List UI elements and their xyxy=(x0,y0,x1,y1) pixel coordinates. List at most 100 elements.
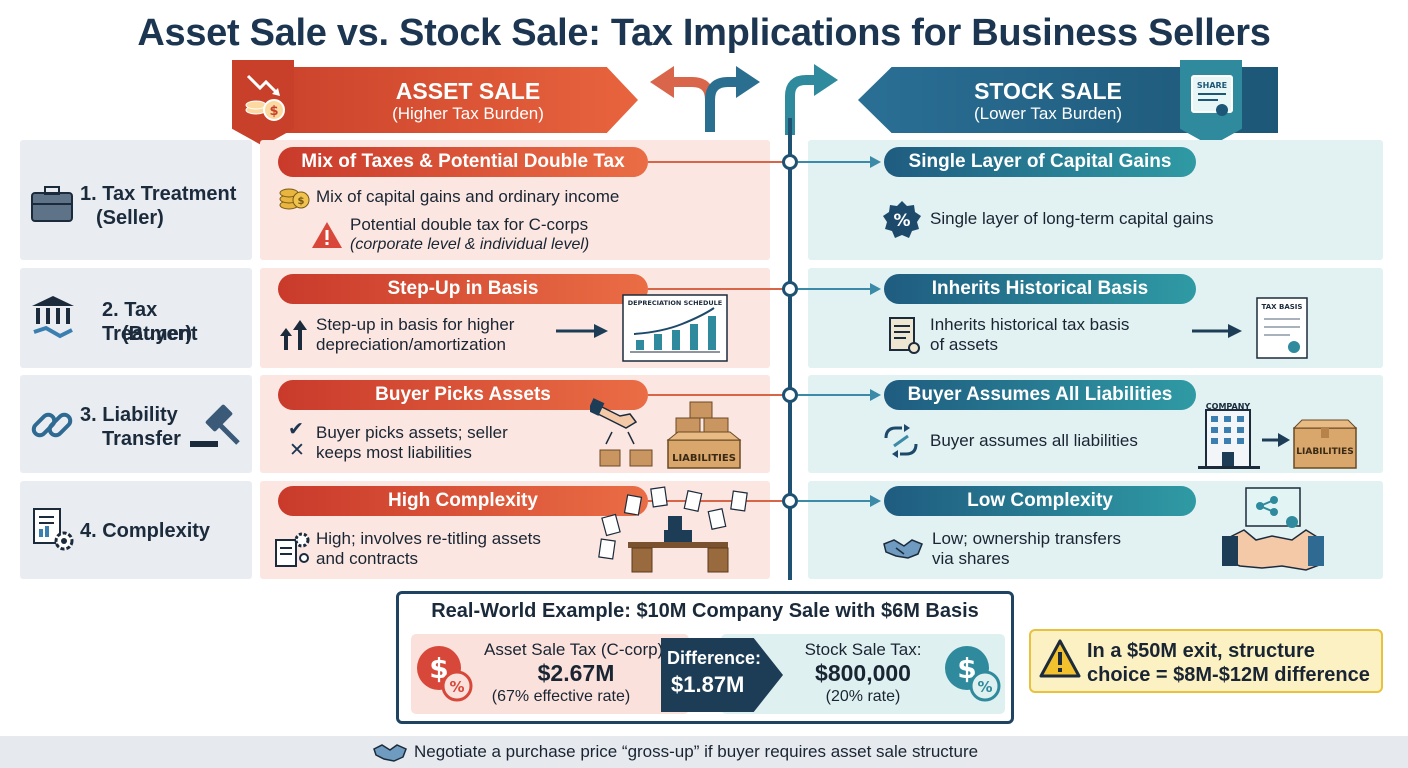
document-gear-icon xyxy=(33,508,74,551)
row3-asset-line1: Buyer picks assets; seller xyxy=(316,423,508,442)
asset-tax-card: $ % Asset Sale Tax (C-corp): $2.67M (67%… xyxy=(411,634,689,714)
svg-text:$: $ xyxy=(429,652,448,685)
row-label-liability: 3. Liability Transfer xyxy=(20,375,252,473)
paperwork-desk-icon xyxy=(598,486,748,573)
right-arrow-icon xyxy=(556,324,608,338)
row3-stock-line1: Buyer assumes all liabilities xyxy=(930,431,1138,450)
handshake-certificate-icon xyxy=(1222,487,1324,571)
row1-asset-line3: (corporate level & individual level) xyxy=(350,236,590,253)
row1-asset-line1: Mix of capital gains and ordinary income xyxy=(316,187,620,206)
tax-basis-doc-icon: TAX BASIS xyxy=(1256,297,1308,359)
svg-text:%: % xyxy=(893,211,910,231)
step-up-arrows-icon xyxy=(280,320,307,350)
money-down-icon: $ xyxy=(245,74,285,121)
asset-sale-subtitle: (Higher Tax Burden) xyxy=(392,104,544,123)
handshake-footer-icon xyxy=(373,744,407,762)
row1-asset-pill: Mix of Taxes & Potential Double Tax xyxy=(278,147,648,177)
example-panel: Real-World Example: $10M Company Sale wi… xyxy=(396,591,1014,724)
asset-tax-label: Asset Sale Tax (C-corp): xyxy=(484,640,668,659)
svg-text:$: $ xyxy=(298,196,305,207)
stock-sale-subtitle: (Lower Tax Burden) xyxy=(973,104,1123,123)
warning-icon xyxy=(1039,639,1081,678)
row3-stock-pill: Buyer Assumes All Liabilities xyxy=(884,380,1196,410)
row3-node xyxy=(782,387,798,403)
row-label-buyer: 2. Tax Treatment (Buyer) xyxy=(20,268,252,368)
broken-link-icon xyxy=(884,424,918,458)
gavel-icon xyxy=(190,404,240,447)
row3-asset-line2: keeps most liabilities xyxy=(316,443,472,462)
chain-link-icon xyxy=(31,412,73,438)
row4-asset-line1: High; involves re-titling assets xyxy=(316,529,541,548)
handshake-small-icon xyxy=(883,539,923,559)
scroll-document-icon xyxy=(889,317,920,354)
svg-text:%: % xyxy=(449,678,464,696)
difference-value: $1.87M xyxy=(671,672,745,697)
coins-icon: $ xyxy=(279,188,310,210)
row2-asset-line2: depreciation/amortization xyxy=(316,335,506,354)
stock-tax-value: $800,000 xyxy=(815,660,911,686)
row4-asset-line2: and contracts xyxy=(316,549,419,568)
briefcase-icon xyxy=(31,186,73,222)
example-title: Real-World Example: $10M Company Sale wi… xyxy=(431,600,979,622)
row2-stock-pill: Inherits Historical Basis xyxy=(884,274,1196,304)
warning-line1: In a $50M exit, structure xyxy=(1087,640,1315,662)
stock-liabilities-label: LIABILITIES xyxy=(1296,447,1353,457)
fork-arrows-icon xyxy=(650,64,838,135)
center-divider xyxy=(788,118,792,580)
row1-stock-pill: Single Layer of Capital Gains xyxy=(884,147,1196,177)
hand-picking-boxes-icon xyxy=(590,398,653,467)
row4-asset-pill: High Complexity xyxy=(278,486,648,516)
row4-stock-line2: via shares xyxy=(932,549,1010,568)
stock-tax-label: Stock Sale Tax: xyxy=(804,640,922,659)
dollar-percent-icon: $ % xyxy=(417,646,473,702)
row2-node xyxy=(782,281,798,297)
share-certificate-icon: SHARE xyxy=(1191,75,1233,116)
docs-gears-icon xyxy=(275,532,310,567)
row-label-seller: 1. Tax Treatment (Seller) xyxy=(20,140,252,260)
row2-label-line2: (Buyer) xyxy=(122,323,193,345)
row-label-complexity: 4. Complexity xyxy=(20,481,252,579)
svg-text:%: % xyxy=(977,678,992,696)
asset-sale-title: ASSET SALE xyxy=(395,78,541,104)
cross-icon: ✕ xyxy=(289,440,305,461)
bank-handshake-icon xyxy=(32,296,74,339)
company-label: COMPANY xyxy=(1206,402,1251,411)
footer-text: Negotiate a purchase price “gross-up” if… xyxy=(414,742,979,761)
row2-label-line1: 2. Tax Treatment xyxy=(102,299,198,345)
depreciation-doc-title: DEPRECIATION SCHEDULE xyxy=(628,299,722,307)
row2-stock-line1: Inherits historical tax basis xyxy=(930,315,1130,334)
row3-label-line2: Transfer xyxy=(102,428,181,450)
right-arrow-icon-stock xyxy=(1192,324,1242,338)
company-building-icon: COMPANY xyxy=(1198,402,1260,469)
row3-label-line1: 3. Liability xyxy=(80,404,178,426)
row4-label-line1: 4. Complexity xyxy=(80,520,211,542)
asset-tax-value: $2.67M xyxy=(537,660,615,686)
row1-label-line1: 1. Tax Treatment xyxy=(80,183,237,205)
page-title: Asset Sale vs. Stock Sale: Tax Implicati… xyxy=(137,12,1271,54)
difference-arrow: Difference: $1.87M xyxy=(661,638,783,712)
arrow-to-liabilities-icon xyxy=(1262,433,1290,447)
row1-label-line2: (Seller) xyxy=(96,207,164,229)
row4-stock-pill: Low Complexity xyxy=(884,486,1196,516)
stock-tax-rate: (20% rate) xyxy=(825,688,901,705)
svg-text:$: $ xyxy=(269,104,278,119)
stock-sale-title: STOCK SALE xyxy=(974,78,1122,104)
tax-basis-doc-title: TAX BASIS xyxy=(1262,303,1303,311)
footer-bar: Negotiate a purchase price “gross-up” if… xyxy=(0,736,1408,768)
share-badge-text: SHARE xyxy=(1197,81,1227,90)
dollar-percent-teal-icon: $ % xyxy=(945,646,1001,702)
warning-callout: In a $50M exit, structure choice = $8M-$… xyxy=(1029,629,1383,693)
svg-text:$: $ xyxy=(957,652,976,685)
warning-triangle-icon xyxy=(312,222,342,248)
warning-line2: choice = $8M-$12M difference xyxy=(1087,664,1370,686)
percent-badge-icon: % xyxy=(883,201,921,238)
difference-label: Difference: xyxy=(667,648,762,668)
asset-sale-header: ASSET SALE (Higher Tax Burden) xyxy=(248,67,638,133)
row4-stock-line1: Low; ownership transfers xyxy=(932,529,1121,548)
check-icon: ✔ xyxy=(288,419,304,440)
stock-liabilities-box-icon: LIABILITIES xyxy=(1292,419,1358,469)
row1-asset-line2: Potential double tax for C-corps xyxy=(350,215,589,234)
row2-asset-pill: Step-Up in Basis xyxy=(278,274,648,304)
depreciation-chart-icon: DEPRECIATION SCHEDULE xyxy=(622,294,728,362)
liabilities-boxes-icon: LIABILITIES xyxy=(666,401,742,469)
